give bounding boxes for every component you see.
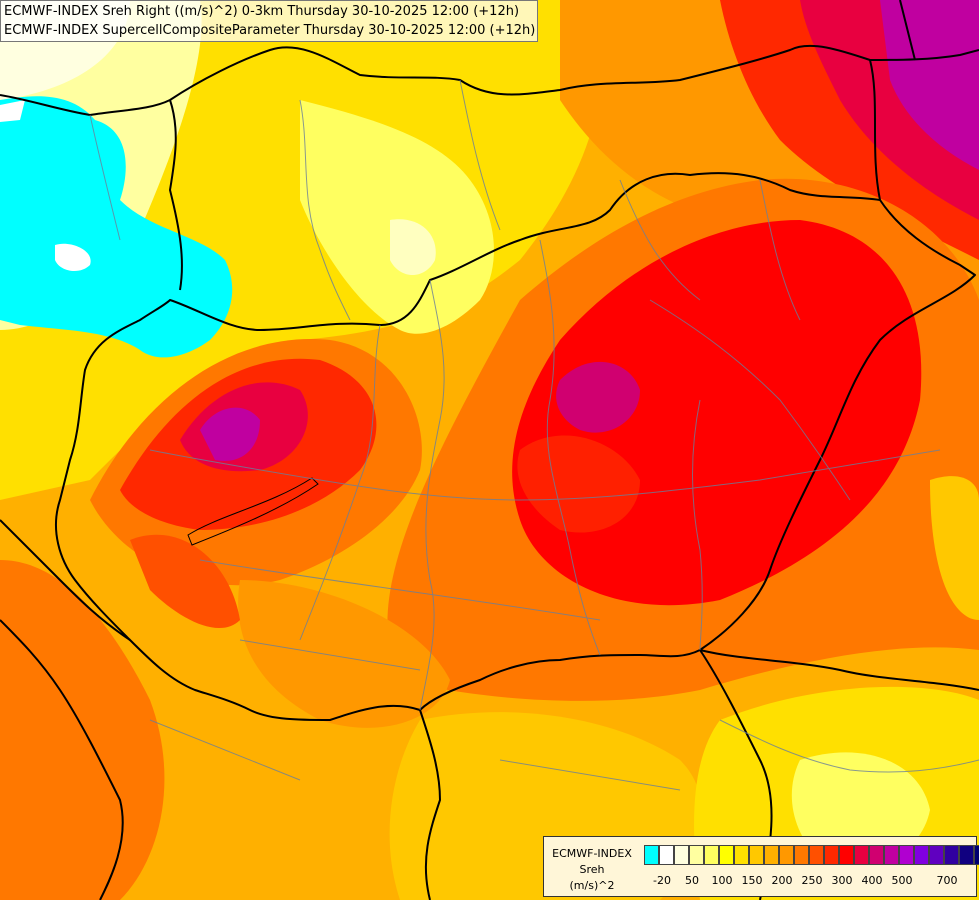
- legend-swatch: [659, 845, 674, 865]
- field-orange-s: [238, 580, 450, 728]
- legend-swatch: [944, 845, 959, 865]
- legend-tick-label: 150: [741, 874, 763, 887]
- legend-tick-label: 500: [891, 874, 913, 887]
- border-ukraine: [869, 0, 916, 201]
- legend-swatch: [869, 845, 884, 865]
- legend-swatch: [854, 845, 869, 865]
- legend-swatch: [704, 845, 719, 865]
- border-hungary: [54, 172, 976, 721]
- legend-swatch: [749, 845, 764, 865]
- legend-swatch: [959, 845, 974, 865]
- field-white-nw2: [0, 100, 25, 122]
- legend-tick-label: 400: [861, 874, 883, 887]
- legend-swatch: [734, 845, 749, 865]
- legend-tick-label: 200: [771, 874, 793, 887]
- field-cyan-nw: [0, 96, 233, 358]
- legend-swatch: [779, 845, 794, 865]
- legend-swatch: [839, 845, 854, 865]
- title-line-scp: ECMWF-INDEX SupercellCompositeParameter …: [4, 23, 536, 38]
- legend-tick-label: 100: [711, 874, 733, 887]
- border-austria: [0, 94, 183, 641]
- lake-balaton: [187, 477, 319, 546]
- legend-swatch: [974, 845, 979, 865]
- legend-swatch: [899, 845, 914, 865]
- field-paleyellow-center: [390, 219, 436, 275]
- legend-swatch: [689, 845, 704, 865]
- title-line-sreh: ECMWF-INDEX Sreh Right ((m/s)^2) 0-3km T…: [4, 4, 520, 19]
- legend-param-label: Sreh: [579, 863, 605, 876]
- field-crimson-band: [556, 361, 640, 433]
- map-title-box: ECMWF-INDEX Sreh Right ((m/s)^2) 0-3km T…: [0, 0, 538, 42]
- legend-swatch: [674, 845, 689, 865]
- legend-swatch: [794, 845, 809, 865]
- field-yellow-e: [930, 476, 979, 620]
- field-white-nw: [55, 243, 91, 272]
- color-legend: ECMWF-INDEX Sreh (m/s)^2 -20 50 100 150 200 2…: [543, 836, 979, 897]
- legend-swatch: [914, 845, 929, 865]
- legend-tick-label: 300: [831, 874, 853, 887]
- legend-swatch: [764, 845, 779, 865]
- legend-tick-label: 50: [685, 874, 699, 887]
- field-magenta-w: [200, 407, 260, 461]
- legend-swatch: [824, 845, 839, 865]
- legend-swatch: [809, 845, 824, 865]
- legend-tick-label: 700: [936, 874, 958, 887]
- legend-swatch: [644, 845, 659, 865]
- legend-swatch: [719, 845, 734, 865]
- legend-swatch: [929, 845, 944, 865]
- field-magenta-ne: [880, 0, 979, 170]
- border-slovakia: [169, 44, 979, 101]
- legend-swatch: [884, 845, 899, 865]
- field-red2-band: [517, 435, 640, 533]
- field-yellow-center: [300, 100, 494, 334]
- legend-model-label: ECMWF-INDEX: [552, 847, 632, 860]
- legend-tick-label: 250: [801, 874, 823, 887]
- legend-tick-label: -20: [653, 874, 671, 887]
- field-red-sw-strip: [130, 534, 240, 629]
- border-romania: [699, 649, 979, 691]
- legend-unit-label: (m/s)^2: [569, 879, 615, 892]
